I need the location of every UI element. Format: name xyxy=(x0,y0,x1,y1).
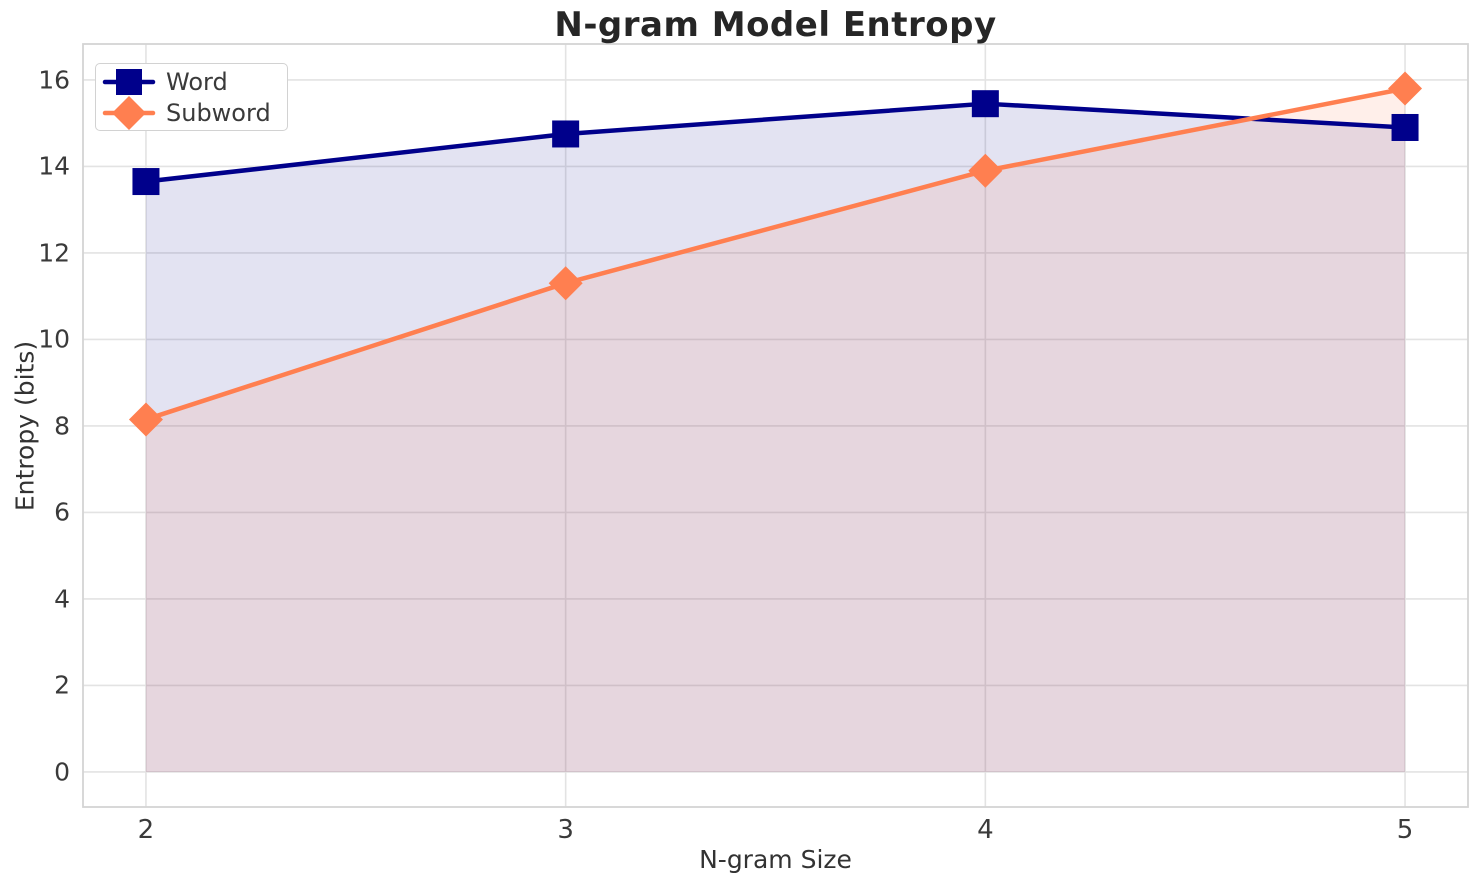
diamond-marker-subword xyxy=(1388,71,1423,106)
square-marker-word xyxy=(132,168,160,196)
legend-item-word: Word xyxy=(102,66,271,97)
x-tick-label: 3 xyxy=(557,815,574,845)
line-subword xyxy=(143,86,1408,422)
square-marker-word xyxy=(971,90,999,118)
subword-line-diamond-marker-icon xyxy=(102,95,156,130)
y-tick-label: 2 xyxy=(54,670,70,700)
area-fill-subword xyxy=(145,88,1406,772)
x-tick-label: 5 xyxy=(1396,815,1414,845)
legend-item-subword: Subword xyxy=(102,95,271,130)
y-tick-label: 14 xyxy=(38,151,70,181)
square-marker-word xyxy=(1391,113,1419,141)
diamond-marker-subword xyxy=(128,402,163,437)
y-tick-label: 6 xyxy=(54,497,70,527)
diamond-marker-subword xyxy=(968,153,1003,188)
y-tick-label: 12 xyxy=(38,238,70,268)
square-marker-word xyxy=(552,120,580,148)
y-tick-label: 0 xyxy=(54,757,70,787)
area-fill-word xyxy=(145,103,1406,772)
y-tick-label: 16 xyxy=(38,65,70,95)
x-tick-label: 2 xyxy=(137,815,155,845)
plot-border xyxy=(82,43,1469,808)
x-axis-label: N-gram Size xyxy=(699,845,852,874)
diamond-marker-subword xyxy=(548,266,583,301)
legend: Word Subword xyxy=(95,63,288,131)
chart-title: N-gram Model Entropy xyxy=(554,5,997,45)
legend-label-subword: Subword xyxy=(166,98,271,127)
legend-label-word: Word xyxy=(166,67,228,96)
y-tick-label: 10 xyxy=(38,324,70,354)
x-tick-label: 4 xyxy=(977,815,994,845)
word-line-square-marker-icon xyxy=(102,68,156,95)
line-word xyxy=(143,101,1408,184)
y-tick-label: 4 xyxy=(54,584,70,614)
y-tick-label: 8 xyxy=(54,411,70,441)
